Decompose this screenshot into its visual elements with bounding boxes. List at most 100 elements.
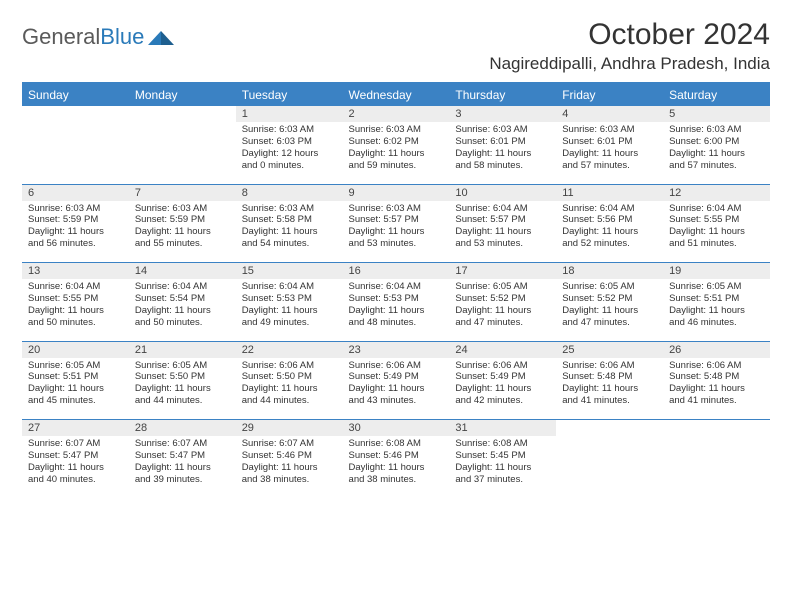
sunset-text: Sunset: 5:51 PM [28, 371, 123, 383]
sunrise-text: Sunrise: 6:05 AM [135, 360, 230, 372]
sunrise-text: Sunrise: 6:03 AM [28, 203, 123, 215]
day-number: 26 [663, 342, 770, 358]
daylight-text-2: and 58 minutes. [455, 160, 550, 172]
day-number: 4 [556, 106, 663, 122]
sunrise-text: Sunrise: 6:04 AM [455, 203, 550, 215]
dayname-tue: Tuesday [236, 84, 343, 106]
daylight-text-2: and 47 minutes. [455, 317, 550, 329]
day-cell: Sunrise: 6:07 AMSunset: 5:46 PMDaylight:… [236, 436, 343, 498]
day-number [663, 420, 770, 436]
day-cell: Sunrise: 6:04 AMSunset: 5:53 PMDaylight:… [236, 279, 343, 341]
daylight-text-2: and 44 minutes. [135, 395, 230, 407]
daylight-text-2: and 39 minutes. [135, 474, 230, 486]
day-number: 14 [129, 263, 236, 279]
sunrise-text: Sunrise: 6:04 AM [349, 281, 444, 293]
day-cell: Sunrise: 6:07 AMSunset: 5:47 PMDaylight:… [22, 436, 129, 498]
daynum-row: 2728293031 [22, 420, 770, 436]
daylight-text-1: Daylight: 11 hours [28, 383, 123, 395]
daylight-text-1: Daylight: 11 hours [28, 226, 123, 238]
sunset-text: Sunset: 5:46 PM [242, 450, 337, 462]
sunrise-text: Sunrise: 6:03 AM [562, 124, 657, 136]
dayname-row: Sunday Monday Tuesday Wednesday Thursday… [22, 84, 770, 106]
daylight-text-2: and 43 minutes. [349, 395, 444, 407]
title-block: October 2024 Nagireddipalli, Andhra Prad… [489, 18, 770, 74]
day-cell: Sunrise: 6:04 AMSunset: 5:53 PMDaylight:… [343, 279, 450, 341]
daylight-text-1: Daylight: 11 hours [242, 383, 337, 395]
sunset-text: Sunset: 5:50 PM [242, 371, 337, 383]
sunset-text: Sunset: 6:03 PM [242, 136, 337, 148]
sunset-text: Sunset: 5:45 PM [455, 450, 550, 462]
daylight-text-1: Daylight: 11 hours [562, 226, 657, 238]
daylight-text-2: and 56 minutes. [28, 238, 123, 250]
day-number: 11 [556, 185, 663, 201]
sunrise-text: Sunrise: 6:05 AM [455, 281, 550, 293]
day-number: 6 [22, 185, 129, 201]
day-number: 8 [236, 185, 343, 201]
sunset-text: Sunset: 5:58 PM [242, 214, 337, 226]
sunrise-text: Sunrise: 6:05 AM [562, 281, 657, 293]
day-number: 5 [663, 106, 770, 122]
day-cell: Sunrise: 6:08 AMSunset: 5:46 PMDaylight:… [343, 436, 450, 498]
daylight-text-2: and 38 minutes. [349, 474, 444, 486]
sunset-text: Sunset: 6:02 PM [349, 136, 444, 148]
daylight-text-1: Daylight: 11 hours [562, 148, 657, 160]
day-cell: Sunrise: 6:04 AMSunset: 5:55 PMDaylight:… [663, 201, 770, 263]
sunrise-text: Sunrise: 6:03 AM [242, 203, 337, 215]
daylight-text-1: Daylight: 11 hours [135, 383, 230, 395]
dayname-wed: Wednesday [343, 84, 450, 106]
sunset-text: Sunset: 5:56 PM [562, 214, 657, 226]
daynum-row: 13141516171819 [22, 263, 770, 279]
day-cell: Sunrise: 6:03 AMSunset: 5:59 PMDaylight:… [22, 201, 129, 263]
sunrise-text: Sunrise: 6:06 AM [669, 360, 764, 372]
daylight-text-1: Daylight: 11 hours [669, 148, 764, 160]
sunrise-text: Sunrise: 6:03 AM [455, 124, 550, 136]
sunset-text: Sunset: 5:53 PM [242, 293, 337, 305]
day-cell [22, 122, 129, 184]
daylight-text-1: Daylight: 11 hours [242, 305, 337, 317]
sunset-text: Sunset: 5:51 PM [669, 293, 764, 305]
sunset-text: Sunset: 5:55 PM [669, 214, 764, 226]
day-number: 22 [236, 342, 343, 358]
dayname-mon: Monday [129, 84, 236, 106]
logo-text-blue: Blue [100, 24, 144, 50]
day-number: 13 [22, 263, 129, 279]
sunset-text: Sunset: 5:48 PM [562, 371, 657, 383]
daylight-text-2: and 53 minutes. [349, 238, 444, 250]
sunrise-text: Sunrise: 6:04 AM [135, 281, 230, 293]
day-cell: Sunrise: 6:03 AMSunset: 6:01 PMDaylight:… [449, 122, 556, 184]
daylight-text-2: and 50 minutes. [135, 317, 230, 329]
daylight-text-1: Daylight: 11 hours [28, 305, 123, 317]
sunrise-text: Sunrise: 6:05 AM [669, 281, 764, 293]
logo: GeneralBlue [22, 24, 174, 50]
dayname-thu: Thursday [449, 84, 556, 106]
day-cell: Sunrise: 6:03 AMSunset: 6:03 PMDaylight:… [236, 122, 343, 184]
sunset-text: Sunset: 6:01 PM [562, 136, 657, 148]
daylight-text-2: and 52 minutes. [562, 238, 657, 250]
day-cell [556, 436, 663, 498]
daylight-text-1: Daylight: 11 hours [349, 462, 444, 474]
day-cell: Sunrise: 6:04 AMSunset: 5:55 PMDaylight:… [22, 279, 129, 341]
day-cell: Sunrise: 6:04 AMSunset: 5:56 PMDaylight:… [556, 201, 663, 263]
day-number: 9 [343, 185, 450, 201]
daylight-text-2: and 53 minutes. [455, 238, 550, 250]
sunset-text: Sunset: 5:59 PM [135, 214, 230, 226]
daylight-text-1: Daylight: 11 hours [669, 383, 764, 395]
sunset-text: Sunset: 5:49 PM [349, 371, 444, 383]
day-number: 31 [449, 420, 556, 436]
day-number: 2 [343, 106, 450, 122]
day-cell: Sunrise: 6:06 AMSunset: 5:49 PMDaylight:… [343, 358, 450, 420]
sunset-text: Sunset: 6:01 PM [455, 136, 550, 148]
sunrise-text: Sunrise: 6:07 AM [242, 438, 337, 450]
sunrise-text: Sunrise: 6:03 AM [349, 124, 444, 136]
sunset-text: Sunset: 5:59 PM [28, 214, 123, 226]
day-number [22, 106, 129, 122]
daylight-text-1: Daylight: 11 hours [28, 462, 123, 474]
sunrise-text: Sunrise: 6:06 AM [242, 360, 337, 372]
daylight-text-1: Daylight: 11 hours [455, 148, 550, 160]
daylight-text-2: and 46 minutes. [669, 317, 764, 329]
day-cell: Sunrise: 6:04 AMSunset: 5:54 PMDaylight:… [129, 279, 236, 341]
daylight-text-2: and 42 minutes. [455, 395, 550, 407]
day-number: 24 [449, 342, 556, 358]
sunset-text: Sunset: 5:52 PM [455, 293, 550, 305]
sunset-text: Sunset: 5:54 PM [135, 293, 230, 305]
